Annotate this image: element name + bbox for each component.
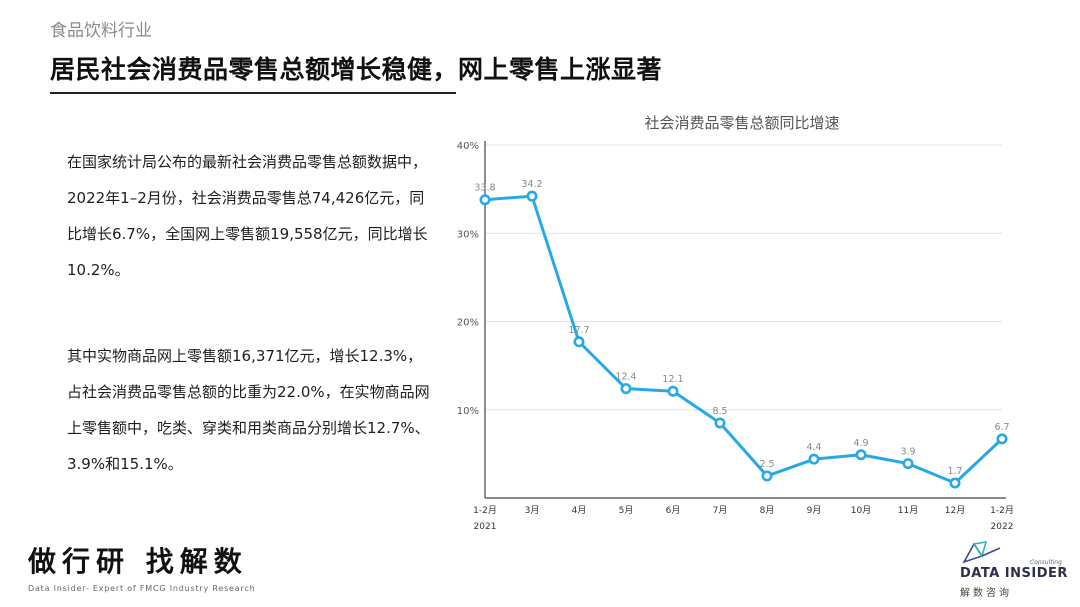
series-line (484, 194, 1004, 485)
x-tick-label: 9月 (807, 505, 822, 516)
data-point (620, 383, 632, 395)
year-label: 2022 (991, 522, 1014, 532)
data-label: 17.7 (568, 325, 589, 336)
line-chart: 社会消费品零售总额同比增速 10% 20% 30% 40% 1-2月 3月 4月 5月 6月 7月… (457, 114, 1014, 532)
data-label: 8.5 (712, 406, 727, 417)
x-tick-label: 4月 (572, 505, 587, 516)
data-point (526, 190, 538, 202)
data-label: 1.7 (947, 466, 962, 477)
summary-paragraph-2: 其中实物商品网上零售额16,371亿元，增长12.3%，占社会消费品零售总额的比… (67, 347, 430, 473)
data-insider-logo-icon (962, 541, 1001, 564)
logo-tagline: Consulting (1030, 559, 1062, 566)
data-label: 34.2 (521, 179, 542, 190)
data-label: 3.9 (900, 447, 915, 458)
y-tick-label: 10% (457, 406, 479, 417)
data-label: 4.9 (853, 438, 868, 449)
y-tick-label: 40% (457, 141, 479, 152)
logo-chinese-name: 解数咨询 (960, 588, 1012, 599)
x-tick-label: 1-2月 (473, 505, 497, 516)
data-point (902, 458, 914, 470)
title-divider (50, 92, 456, 94)
slogan-subtitle: Data Insider- Expert of FMCG Industry Re… (28, 584, 256, 593)
x-tick-label: 6月 (666, 505, 681, 516)
data-label: 2.5 (759, 459, 774, 470)
data-label: 6.7 (994, 422, 1009, 433)
data-point (714, 417, 726, 429)
summary-paragraph-1: 在国家统计局公布的最新社会消费品零售总额数据中，2022年1–2月份，社会消费品… (67, 153, 428, 279)
industry-label: 食品饮料行业 (50, 21, 152, 41)
x-tick-label: 11月 (898, 505, 918, 516)
data-point (996, 433, 1008, 445)
data-label: 33.8 (474, 183, 495, 194)
y-tick-label: 20% (457, 318, 479, 329)
data-point (949, 477, 961, 489)
x-tick-label: 5月 (619, 505, 634, 516)
data-label: 4.4 (806, 442, 821, 453)
data-label: 12.1 (662, 374, 683, 385)
x-tick-label: 8月 (760, 505, 775, 516)
x-tick-label: 1-2月 (990, 505, 1014, 516)
x-tick-label: 10月 (851, 505, 871, 516)
data-point (761, 470, 773, 482)
x-tick-label: 12月 (945, 505, 965, 516)
data-point (808, 453, 820, 465)
x-tick-label: 3月 (525, 505, 540, 516)
slogan: 做行研 找解数 (28, 545, 248, 578)
x-tick-label: 7月 (713, 505, 728, 516)
page-title: 居民社会消费品零售总额增长稳健，网上零售上涨显著 (50, 55, 663, 84)
data-point (855, 449, 867, 461)
logo-wordmark: DATA INSIDER (960, 566, 1068, 581)
data-point (573, 336, 585, 348)
year-label: 2021 (474, 522, 497, 532)
y-tick-label: 30% (457, 229, 479, 240)
data-label: 12.4 (615, 372, 636, 383)
chart-title: 社会消费品零售总额同比增速 (644, 114, 839, 132)
data-point (479, 194, 491, 206)
data-point (667, 385, 679, 397)
